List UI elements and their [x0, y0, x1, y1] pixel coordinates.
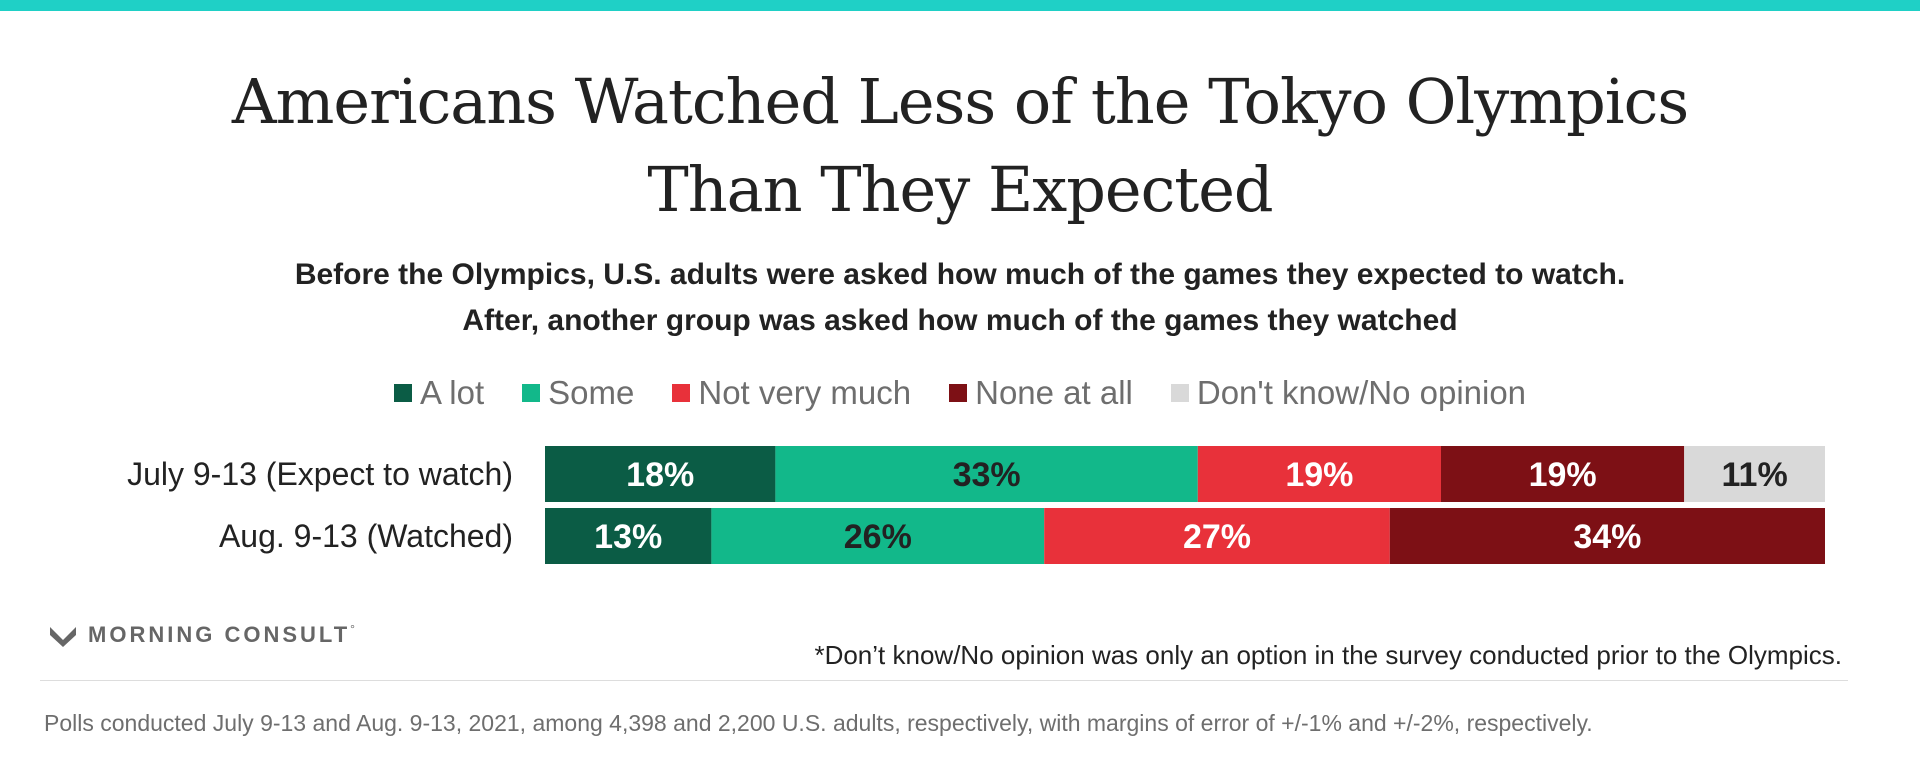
legend-item-dont-know: Don't know/No opinion: [1170, 374, 1527, 412]
chart-footnote: *Don’t know/No opinion was only an optio…: [814, 640, 1842, 670]
bar-segment-some-row-1: [775, 446, 1198, 502]
stacked-bar-chart: July 9-13 (Expect to watch) 18% 33% 19% 19% 1…: [127, 446, 1825, 564]
data-label-a-lot-row-2: 13%: [594, 518, 662, 556]
legend-item-some: Some: [522, 374, 634, 412]
legend-item-not-very-much: Not very much: [672, 374, 911, 412]
brand-logo: MORNING CONSULT °: [48, 622, 355, 648]
data-label-none-at-all-row-2: 34%: [1573, 518, 1641, 556]
bar-segment-not-very-much-row-1: [1197, 446, 1441, 502]
data-label-none-at-all-row-1: 19%: [1529, 456, 1597, 494]
legend-label-dont-know: Don't know/No opinion: [1196, 374, 1527, 411]
legend-swatch-a-lot: [393, 384, 412, 402]
data-label-a-lot-row-1: 18%: [626, 456, 694, 494]
chart-title-line-1: Americans Watched Less of the Tokyo Olym…: [231, 65, 1689, 138]
morning-consult-logo-icon: [50, 627, 76, 647]
top-accent-bar: [0, 0, 1920, 11]
legend-swatch-some: [522, 384, 541, 402]
bar-segment-some-row-2: [711, 508, 1045, 564]
legend-label-some: Some: [548, 374, 635, 411]
data-label-some-row-1: 33%: [953, 456, 1021, 494]
chart-subtitle-line-1: Before the Olympics, U.S. adults were as…: [294, 258, 1626, 291]
legend-item-none-at-all: None at all: [949, 374, 1133, 412]
bar-segment-don-t-know-no-opinion-row-1: [1684, 446, 1825, 502]
legend-item-a-lot: A lot: [393, 374, 485, 412]
category-label-july-9-13-expect-to-watch: July 9-13 (Expect to watch): [127, 456, 513, 492]
bar-segment-a-lot-row-1: [545, 446, 776, 502]
legend-swatch-dont-know: [1170, 384, 1189, 402]
chart-source-note: Polls conducted July 9-13 and Aug. 9-13,…: [44, 710, 1593, 736]
brand-mark: °: [350, 622, 355, 636]
legend-swatch-none-at-all: [949, 384, 968, 402]
chart-subtitle: Before the Olympics, U.S. adults were as…: [0, 252, 1920, 344]
data-label-not-very-much-row-1: 19%: [1285, 456, 1353, 494]
data-label-some-row-2: 26%: [844, 518, 912, 556]
chart-title-line-2: Than They Expected: [647, 153, 1273, 226]
legend-label-none-at-all: None at all: [975, 374, 1133, 411]
bar-segment-not-very-much-row-2: [1044, 508, 1390, 564]
bar-segment-none-at-all-row-2: [1389, 508, 1825, 564]
legend-swatch-not-very-much: [672, 384, 691, 402]
brand-name: MORNING CONSULT: [88, 622, 351, 647]
chart-subtitle-line-2: After, another group was asked how much …: [462, 304, 1458, 337]
data-label-not-very-much-row-2: 27%: [1183, 518, 1251, 556]
chart-legend: A lot Some Not very much None at all Don…: [0, 374, 1920, 412]
legend-label-a-lot: A lot: [419, 374, 485, 411]
category-label-aug-9-13-watched: Aug. 9-13 (Watched): [219, 518, 513, 554]
bar-segment-a-lot-row-2: [545, 508, 712, 564]
data-label-don-t-know-no-opinion-row-1: 11%: [1722, 456, 1788, 494]
footer-divider: [40, 680, 1848, 681]
legend-label-not-very-much: Not very much: [698, 374, 912, 411]
chart-title: Americans Watched Less of the Tokyo Olym…: [0, 58, 1920, 234]
bar-segment-none-at-all-row-1: [1441, 446, 1685, 502]
